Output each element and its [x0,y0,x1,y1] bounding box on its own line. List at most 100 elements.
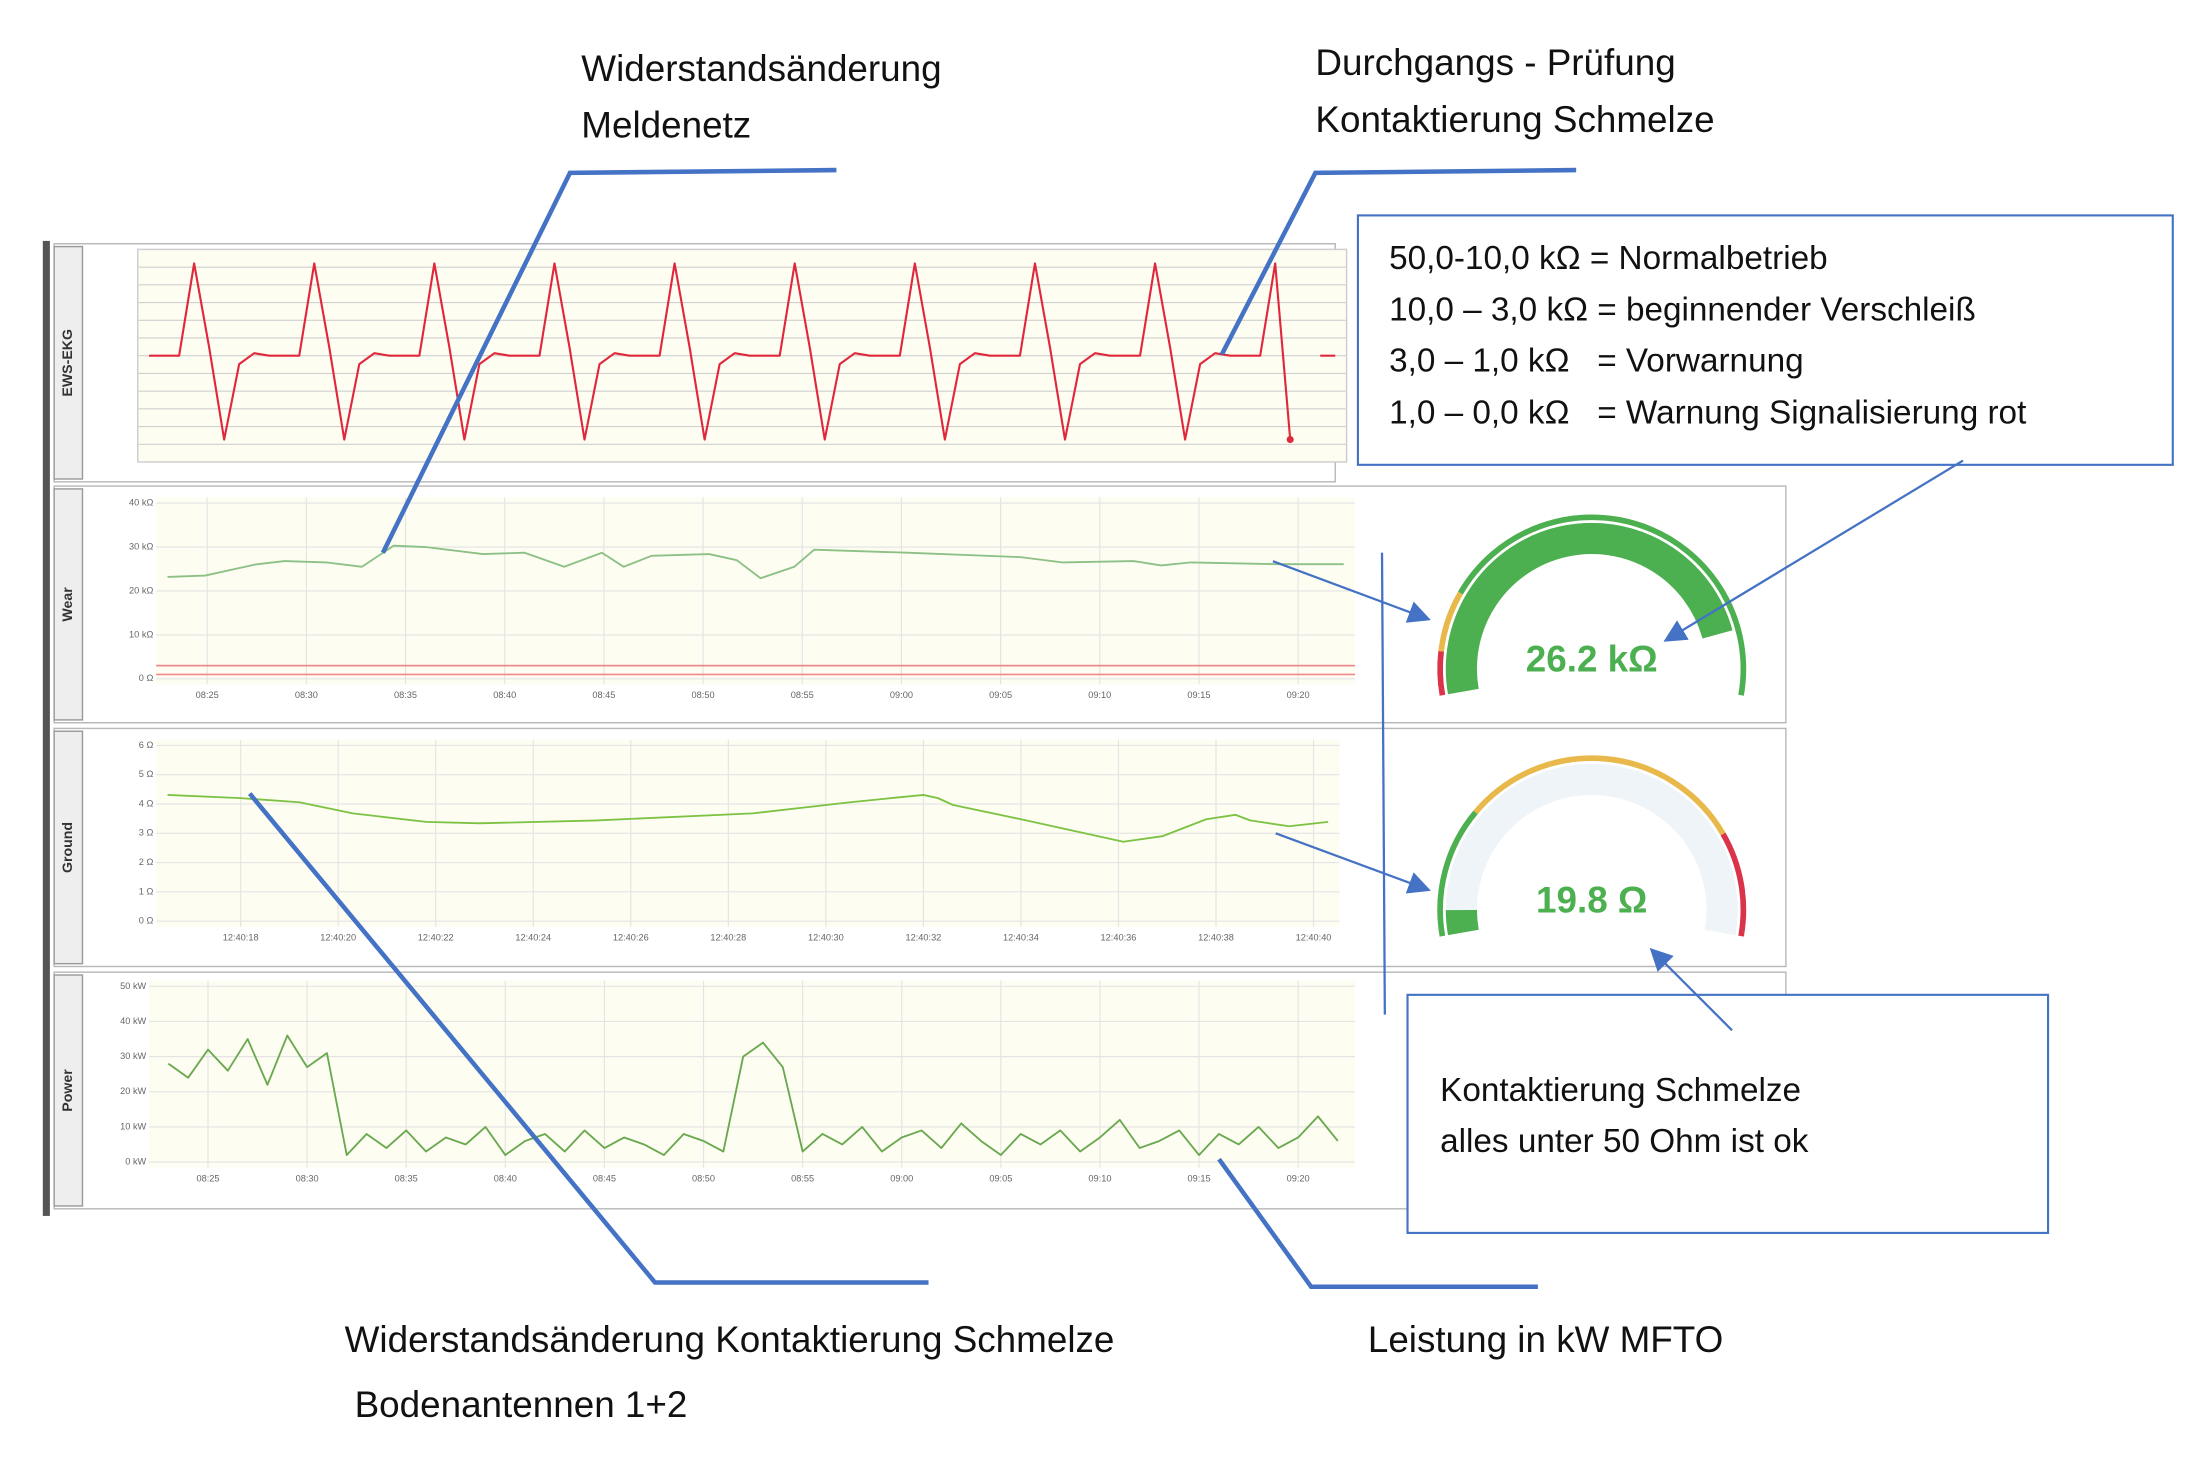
x-tick-label: 09:10 [1088,690,1111,700]
x-tick-label: 08:55 [791,690,814,700]
x-tick-label: 12:40:26 [613,933,649,943]
x-tick-label: 08:45 [593,1174,616,1184]
info-line: alles unter 50 Ohm ist ok [1440,1123,1809,1160]
y-tick-label: 30 kΩ [129,541,153,551]
gauge-value-label: 19.8 Ω [1536,879,1647,920]
panel-label-box [53,730,84,965]
legend-line: 1,0 – 0,0 kΩ = Warnung Signalisierung ro… [1389,395,2026,432]
gauge-value-label: 26.2 kΩ [1526,639,1658,680]
x-tick-label: 12:40:38 [1198,933,1234,943]
leader-line [380,167,837,554]
panel-label-box [53,245,84,480]
info-box [1406,993,2050,1234]
y-tick-label: 3 Ω [139,828,154,838]
divider-line [1380,552,1386,1015]
panel-label-box [53,488,84,721]
arrow [1663,459,1964,642]
annotation: Widerstandsänderung [581,48,941,89]
y-tick-label: 0 kW [125,1156,146,1166]
x-tick-label: 09:05 [989,690,1012,700]
leader-line [1219,167,1577,356]
x-tick-label: 09:00 [890,690,913,700]
x-tick-label: 09:15 [1188,1174,1211,1184]
y-tick-label: 40 kΩ [129,498,153,508]
x-tick-label: 09:20 [1287,690,1310,700]
y-tick-label: 2 Ω [139,857,154,867]
legend-box [1356,214,2174,466]
charts: EWS-EKG Wear 0 Ω 10 kΩ 20 kΩ 30 kΩ 40 kΩ 08:25 0… [53,243,1787,1210]
x-tick-label: 12:40:40 [1296,933,1332,943]
series-line [167,544,1344,580]
gauge-value [1445,522,1733,695]
frame-bar [42,240,50,1216]
x-tick-label: 09:15 [1187,690,1210,700]
leader-line [1217,1157,1538,1290]
y-tick-label: 50 kW [120,981,146,991]
panel-title: Ground [60,822,76,873]
info-line: Kontaktierung Schmelze [1440,1072,1801,1109]
y-tick-label: 30 kW [120,1051,146,1061]
y-tick-label: 20 kW [120,1086,146,1096]
x-tick-label: 12:40:30 [808,933,844,943]
x-tick-label: 12:40:18 [223,933,259,943]
leader-line [247,792,929,1285]
x-tick-label: 08:50 [692,1174,715,1184]
plot-area [149,980,1356,1168]
annotation: Durchgangs - Prüfung [1315,42,1675,83]
gauge-track [1445,763,1738,936]
y-tick-label: 6 Ω [139,740,154,750]
gauge-band [1473,755,1726,836]
panel-label-box [53,974,84,1207]
legend-line: 10,0 – 3,0 kΩ = beginnender Verschleiß [1389,291,1976,328]
series-line [167,793,1329,843]
annotation: Widerstandsänderung Kontaktierung Schmel… [345,1319,1115,1360]
x-tick-label: 12:40:24 [515,933,551,943]
annotation: Leistung in kW MFTO [1368,1319,1723,1360]
x-tick-label: 08:55 [791,1174,814,1184]
x-tick-label: 08:30 [295,690,318,700]
x-tick-label: 08:25 [196,1174,219,1184]
arrow [1649,947,1733,1032]
annotation: Kontaktierung Schmelze [1315,99,1714,140]
panel-title: Power [60,1069,76,1112]
gauge-band [1437,650,1446,696]
x-tick-label: 08:50 [692,690,715,700]
x-tick-label: 12:40:28 [710,933,746,943]
y-tick-label: 0 Ω [139,673,154,683]
x-tick-label: 12:40:20 [320,933,356,943]
y-tick-label: 20 kΩ [129,585,153,595]
y-tick-label: 10 kΩ [129,629,153,639]
gauge-value [1445,909,1479,936]
series-line [167,1034,1339,1156]
y-tick-label: 4 Ω [139,798,154,808]
annotation: Meldenetz [581,104,751,145]
x-tick-label: 12:40:34 [1003,933,1039,943]
gauge-band [1457,514,1747,696]
legend-line: 3,0 – 1,0 kΩ = Vorwarnung [1389,342,1804,379]
x-tick-label: 09:20 [1287,1174,1310,1184]
x-tick-label: 08:30 [296,1174,319,1184]
annotation: Bodenantennen 1+2 [355,1384,688,1425]
x-tick-label: 12:40:22 [418,933,454,943]
y-tick-label: 0 Ω [139,916,154,926]
panel-title: EWS-EKG [60,329,76,397]
x-tick-label: 09:00 [890,1174,913,1184]
legend-line: 50,0-10,0 kΩ = Normalbetrieb [1389,240,1828,277]
y-tick-label: 1 Ω [139,886,154,896]
x-tick-label: 08:35 [395,1174,418,1184]
x-tick-label: 09:05 [989,1174,1012,1184]
arrow [1275,832,1431,894]
gauge-band [1437,810,1478,937]
x-tick-label: 08:40 [493,690,516,700]
x-tick-label: 08:35 [394,690,417,700]
x-tick-label: 12:40:32 [905,933,941,943]
gauge-band [1438,591,1463,652]
y-tick-label: 10 kW [120,1121,146,1131]
gauge-band [1720,832,1747,937]
panel-title: Wear [60,587,76,622]
series-line [149,262,1336,441]
x-tick-label: 08:40 [494,1174,517,1184]
x-tick-label: 08:25 [196,690,219,700]
y-tick-label: 5 Ω [139,769,154,779]
